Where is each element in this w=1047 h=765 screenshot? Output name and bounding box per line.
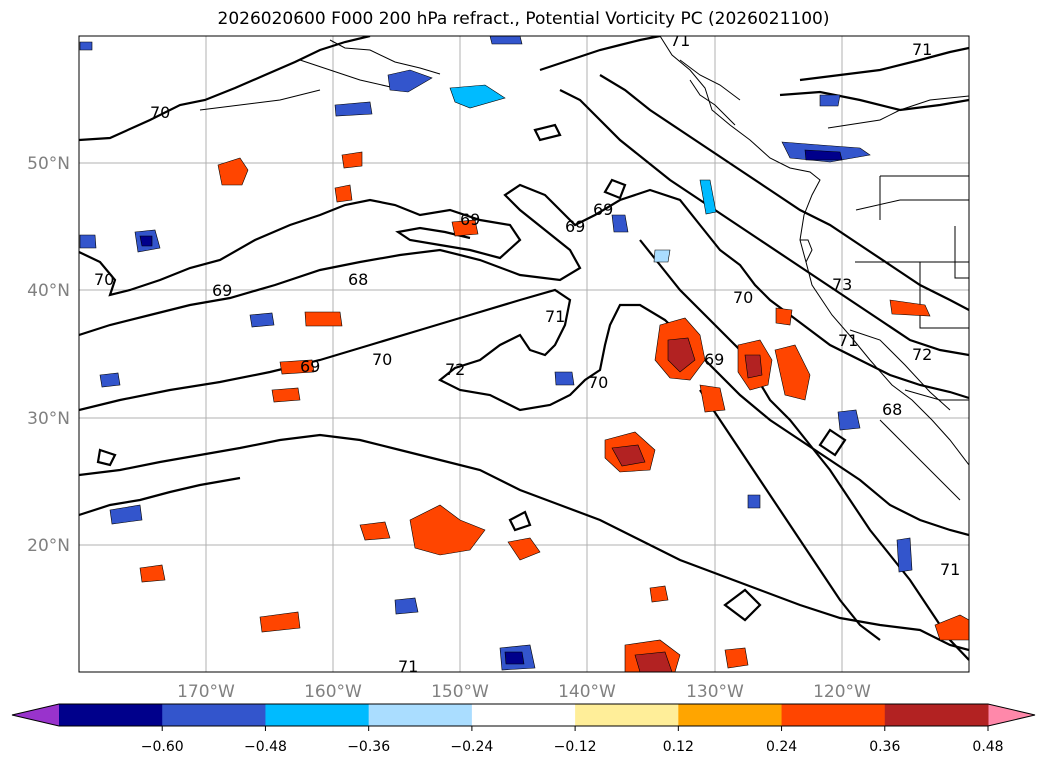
svg-text:50°N: 50°N	[27, 154, 70, 174]
refractivity-contours	[79, 36, 969, 661]
colorbar-tick-label: −0.24	[450, 739, 493, 755]
svg-text:69: 69	[704, 350, 724, 369]
svg-text:70: 70	[733, 288, 753, 307]
svg-text:120°W: 120°W	[813, 682, 871, 702]
colorbar-tick-label: −0.48	[244, 739, 287, 755]
svg-text:140°W: 140°W	[558, 682, 616, 702]
colorbar-segment	[781, 704, 886, 726]
colorbar-segment	[368, 704, 473, 726]
svg-text:69: 69	[460, 210, 480, 229]
colorbar-segment	[678, 704, 783, 726]
svg-text:69: 69	[565, 217, 585, 236]
map-title: 2026020600 F000 200 hPa refract., Potent…	[217, 9, 830, 29]
pv-anomaly-shading	[79, 36, 969, 672]
colorbar-tick-label: 0.36	[869, 739, 900, 755]
colorbar-tick-label: 0.24	[766, 739, 797, 755]
colorbar: −0.60 −0.48 −0.36 −0.24 −0.12 0.12 0.24 0.36 0.4…	[11, 703, 1036, 755]
svg-text:170°W: 170°W	[177, 682, 235, 702]
svg-text:30°N: 30°N	[27, 409, 70, 429]
svg-text:71: 71	[545, 307, 565, 326]
svg-text:70: 70	[372, 350, 392, 369]
svg-text:69: 69	[212, 281, 232, 300]
svg-text:70: 70	[150, 103, 170, 122]
colorbar-segment	[884, 704, 989, 726]
svg-text:160°W: 160°W	[304, 682, 362, 702]
colorbar-tick-label: −0.12	[554, 739, 597, 755]
longitude-labels: 170°W 160°W 150°W 140°W 130°W 120°W	[177, 682, 871, 702]
svg-text:68: 68	[348, 270, 368, 289]
map-plot-area	[79, 36, 969, 672]
colorbar-segment	[162, 704, 266, 726]
svg-text:73: 73	[832, 275, 852, 294]
svg-text:69: 69	[593, 200, 613, 219]
colorbar-tick-label: 0.12	[663, 739, 694, 755]
svg-text:71: 71	[670, 31, 690, 50]
svg-text:70: 70	[588, 373, 608, 392]
colorbar-tick-label: −0.60	[141, 739, 184, 755]
svg-text:130°W: 130°W	[686, 682, 744, 702]
svg-text:70: 70	[94, 270, 114, 289]
colorbar-extend-high	[988, 704, 1035, 726]
colorbar-segment	[575, 704, 679, 726]
svg-text:71: 71	[838, 331, 858, 350]
colorbar-extend-low	[12, 704, 59, 726]
svg-text:71: 71	[912, 40, 932, 59]
colorbar-tick-label: −0.36	[347, 739, 390, 755]
svg-text:72: 72	[445, 360, 465, 379]
svg-text:68: 68	[882, 400, 902, 419]
colorbar-segment	[471, 704, 576, 726]
svg-text:40°N: 40°N	[27, 281, 70, 301]
svg-text:72: 72	[912, 345, 932, 364]
colorbar-segment	[59, 704, 163, 726]
contour-labels: 70 69 68 69 69 69 69 71 70 72 70 69 70 6…	[94, 31, 960, 676]
svg-text:20°N: 20°N	[27, 536, 70, 556]
svg-text:71: 71	[398, 657, 418, 676]
colorbar-segment	[265, 704, 370, 726]
svg-text:71: 71	[940, 560, 960, 579]
svg-text:69: 69	[300, 357, 320, 376]
svg-text:150°W: 150°W	[431, 682, 489, 702]
latitude-labels: 50°N 40°N 30°N 20°N	[27, 154, 70, 556]
colorbar-tick-label: 0.48	[972, 739, 1003, 755]
